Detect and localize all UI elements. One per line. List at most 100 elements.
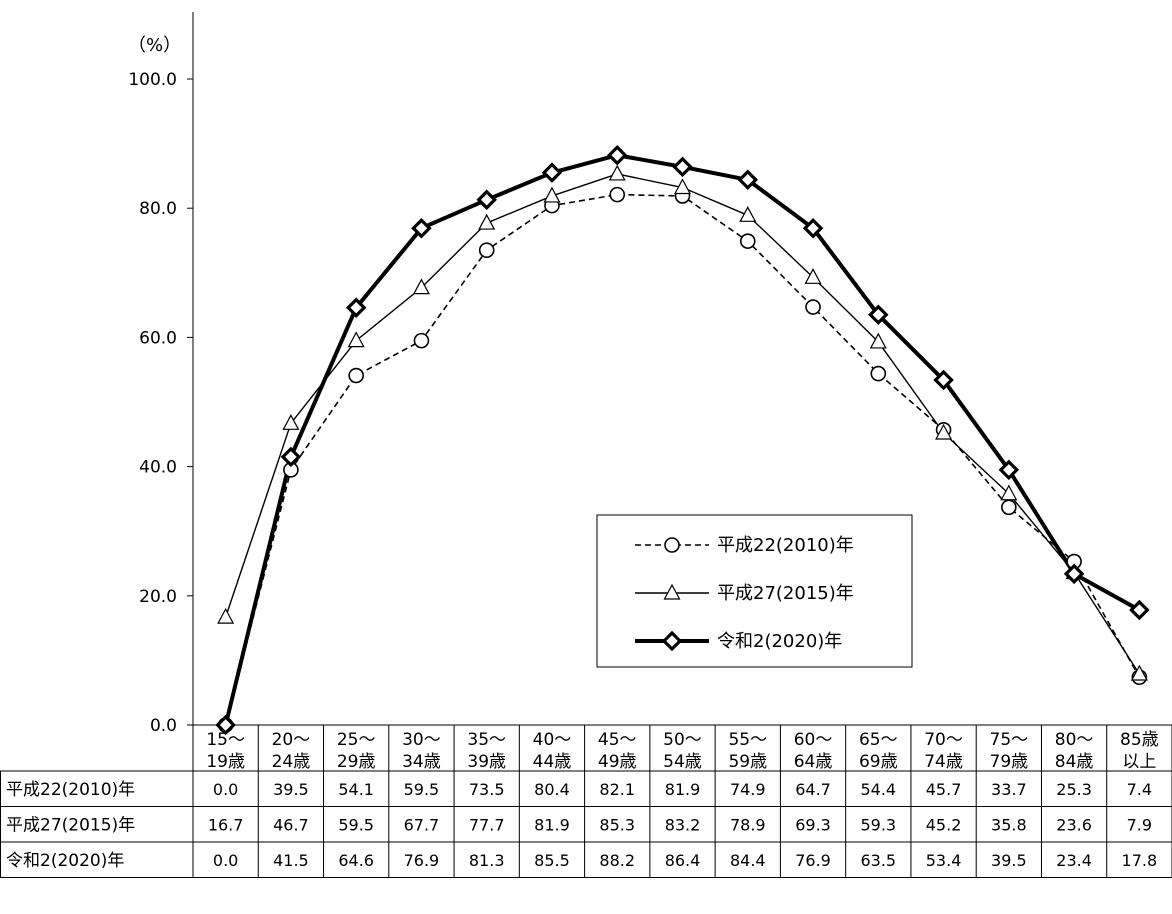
table-cell-value: 64.7 [795,780,831,799]
table-cell-value: 63.5 [860,851,896,870]
circle-marker [478,242,495,258]
triangle-marker [347,331,365,348]
table-cell-value: 59.5 [338,816,374,835]
table-cell-value: 17.8 [1122,851,1158,870]
diamond-marker [868,304,889,326]
table-cell-value: 88.2 [599,851,635,870]
table-cell-value: 80.4 [534,780,570,799]
diamond-marker [345,297,367,318]
category-label-line1: 35～ [467,730,506,750]
category-label-line2: 59歳 [728,752,767,772]
diamond-marker [802,217,824,239]
table-cell-value: 83.2 [665,816,701,835]
table-cell-value: 39.5 [991,851,1027,870]
category-label-line2: 64歳 [794,752,833,772]
triangle-marker [869,332,887,349]
table-cell-values: 0.0 39.5 54.1 59.5 73.5 80.4 82.1 81.9 74.9 64.7 5… [208,780,1157,870]
table-cell-value: 86.4 [665,851,701,870]
table-cell-value: 84.4 [730,851,766,870]
circle-marker [739,233,756,249]
y-axis-unit: （%） [128,35,181,56]
category-label-line1: 25～ [337,730,376,750]
table-cell-value: 7.4 [1127,780,1152,799]
diamond-marker [541,162,563,183]
table-cell-value: 0.0 [213,851,238,870]
table-cell-value: 45.2 [926,816,962,835]
table-cell-value: 45.7 [926,780,962,799]
category-label-line1: 15～ [206,730,245,750]
y-tick-label: 80.0 [139,199,177,219]
table-cell-value: 23.6 [1056,816,1092,835]
table-cell-value: 33.7 [991,780,1027,799]
category-label-line1: 75～ [990,730,1029,750]
table-row-label: 平成22(2010)年 [6,780,135,800]
category-label-line2: 24歳 [272,752,311,772]
legend-label: 平成27(2015)年 [717,583,854,604]
circle-marker [609,186,626,203]
diamond-marker [1129,599,1150,621]
table-cell-value: 54.4 [860,780,896,799]
category-label-line1: 40～ [533,730,572,750]
triangle-marker [1000,484,1018,501]
category-label-line2: 34歳 [402,752,441,772]
circle-marker [805,299,821,315]
triangle-marker [282,414,300,430]
circle-marker [413,332,430,349]
diamond-marker [476,189,497,211]
triangle-marker [663,583,681,600]
circle-marker [1001,499,1017,516]
triangle-marker [608,164,626,181]
table-cell-value: 76.9 [795,851,831,870]
table-cell-value: 46.7 [273,816,309,835]
table-cell-value: 76.9 [404,851,440,870]
data-table-grid [0,724,1172,878]
category-label-line2: 44歳 [533,752,572,772]
table-cell-value: 59.5 [404,780,440,799]
triangle-marker [412,278,430,295]
table-cell-value: 74.9 [730,780,766,799]
diamond-marker [606,144,628,166]
diamond-marker [215,714,236,736]
table-row-label: 平成27(2015)年 [6,816,135,836]
table-cell-value: 0.0 [213,780,238,799]
category-label-line2: 79歳 [990,752,1029,772]
category-label-line2: 29歳 [337,752,376,772]
legend-label: 平成22(2010)年 [717,535,854,556]
category-label-line2: 49歳 [598,752,637,772]
table-cell-value: 81.9 [665,780,701,799]
table-cell-value: 25.3 [1056,780,1092,799]
y-tick-label: 20.0 [139,587,177,607]
circle-marker [664,537,680,553]
category-label-line1: 65～ [859,730,898,750]
y-tick-label: 60.0 [139,328,177,348]
table-cell-value: 81.9 [534,816,570,835]
diamond-marker [1063,563,1085,585]
category-label-line2: 19歳 [206,752,245,772]
category-label-line2: 74歳 [924,752,963,772]
triangle-marker [543,186,561,203]
table-cell-value: 85.3 [599,816,635,835]
diamond-marker [672,156,693,178]
table-row-label: 令和2(2020)年 [6,851,124,871]
diamond-marker [280,446,302,468]
circle-marker [348,367,364,384]
table-cell-value: 64.6 [338,851,374,870]
table-cell-value: 78.9 [730,816,766,835]
legend-label: 令和2(2020)年 [717,631,842,652]
triangle-marker [739,206,757,222]
diamond-marker [998,459,1020,481]
category-label-line1: 85歳 [1120,730,1159,750]
table-cell-value: 67.7 [404,816,440,835]
triangle-marker [217,607,235,624]
table-cell-value: 77.7 [469,816,505,835]
category-label-line1: 60～ [794,730,833,750]
y-axis-ticks: 0.0 20.0 40.0 60.0 80.0 100.0 [128,70,193,736]
category-label-line2: 以上 [1122,752,1156,772]
category-label-line2: 54歳 [663,752,702,772]
category-labels: 15～19歳 20～24歳 25～29歳 30～34歳 35～39歳 40～44歳 45～4… [206,730,1158,772]
table-cell-value: 53.4 [926,851,962,870]
table-cell-value: 23.4 [1056,851,1092,870]
